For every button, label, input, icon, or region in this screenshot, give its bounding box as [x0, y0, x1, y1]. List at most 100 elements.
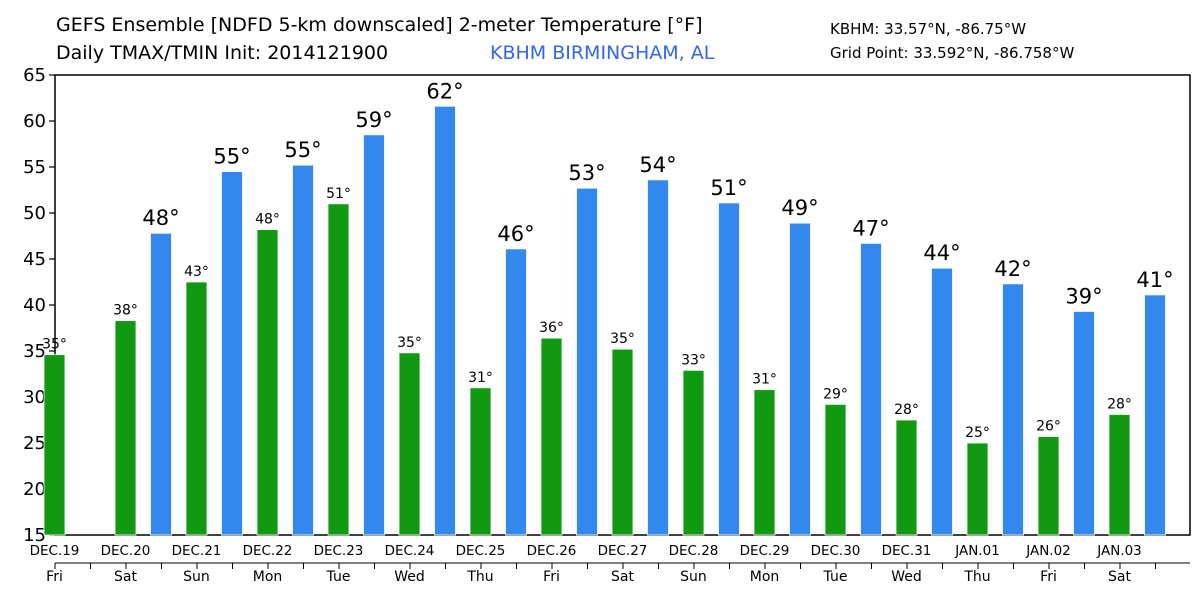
date-label: JAN.01	[954, 543, 1000, 559]
tmin-value-label: 28°	[1107, 396, 1132, 412]
tmin-value-label: 48°	[255, 212, 280, 228]
tmax-bar	[1073, 311, 1095, 536]
tmax-bar	[718, 202, 740, 536]
tmax-value-label: 47°	[852, 216, 889, 240]
tmax-bar	[434, 105, 456, 536]
tmin-bar	[895, 419, 918, 536]
day-label: Tue	[326, 569, 351, 585]
tmin-bar	[1037, 436, 1060, 536]
day-label: Wed	[394, 569, 425, 585]
date-label: DEC.20	[101, 543, 151, 559]
y-tick-label: 40	[23, 295, 46, 316]
y-tick-label: 65	[23, 65, 46, 86]
y-tick-label: 20	[23, 479, 46, 500]
date-label: DEC.29	[740, 543, 790, 559]
day-label: Tue	[823, 569, 848, 585]
tmin-bar	[966, 442, 989, 536]
date-label: DEC.26	[527, 543, 577, 559]
day-label: Mon	[253, 569, 283, 585]
y-tick-label: 45	[23, 249, 46, 270]
tmin-bar	[540, 337, 563, 536]
tmax-bar	[505, 248, 527, 536]
tmin-value-label: 25°	[965, 425, 990, 441]
date-label: DEC.28	[669, 543, 719, 559]
tmax-value-label: 51°	[710, 176, 747, 200]
tmin-bar	[256, 229, 279, 536]
date-label: DEC.19	[30, 543, 80, 559]
tmax-bar	[363, 134, 385, 536]
day-label: Sun	[183, 569, 210, 585]
tmin-value-label: 36°	[539, 320, 564, 336]
y-tick-label: 30	[23, 387, 46, 408]
tmin-bar	[753, 389, 776, 536]
day-label: Sat	[611, 569, 634, 585]
tmax-value-label: 46°	[497, 222, 534, 246]
day-label: Sat	[1108, 569, 1131, 585]
tmin-value-label: 35°	[610, 331, 635, 347]
tmax-bar	[221, 171, 243, 536]
tmax-bar	[576, 187, 598, 536]
tmax-bar	[931, 267, 953, 536]
tmax-value-label: 49°	[781, 196, 818, 220]
tmin-bar	[185, 281, 208, 536]
date-label: JAN.02	[1025, 543, 1071, 559]
tmin-bar	[611, 348, 634, 536]
day-label: Fri	[1040, 569, 1057, 585]
tmax-value-label: 39°	[1065, 284, 1102, 308]
day-label: Fri	[46, 569, 63, 585]
day-label: Sat	[114, 569, 137, 585]
tmin-bar	[469, 387, 492, 536]
tmax-value-label: 59°	[355, 108, 392, 132]
day-label: Sun	[680, 569, 707, 585]
tmax-bar	[647, 179, 669, 536]
tmin-value-label: 33°	[681, 352, 706, 368]
tmax-bar	[1002, 283, 1024, 536]
tmax-value-label: 42°	[994, 257, 1031, 281]
y-tick-label: 60	[23, 111, 46, 132]
date-label: DEC.30	[811, 543, 861, 559]
tmax-bar	[150, 232, 172, 536]
tmin-value-label: 43°	[184, 264, 209, 280]
location-label: KBHM BIRMINGHAM, AL	[490, 42, 715, 64]
y-tick-label: 55	[23, 157, 46, 178]
chart-title: GEFS Ensemble [NDFD 5-km downscaled] 2-m…	[56, 14, 703, 36]
tmin-bar	[43, 354, 66, 536]
date-label: DEC.24	[385, 543, 435, 559]
tmax-value-label: 55°	[284, 138, 321, 162]
tmin-bar	[327, 203, 350, 536]
day-label: Wed	[891, 569, 922, 585]
day-label: Mon	[750, 569, 780, 585]
y-tick-label: 25	[23, 433, 46, 454]
y-tick-label: 35	[23, 341, 46, 362]
date-label: DEC.27	[598, 543, 648, 559]
tmin-bar	[398, 352, 421, 536]
tmax-bar	[1144, 294, 1166, 536]
tmin-value-label: 29°	[823, 386, 848, 402]
tmin-bar	[824, 403, 847, 536]
tmin-bar	[682, 369, 705, 536]
y-tick-label: 15	[23, 525, 46, 546]
tmin-value-label: 26°	[1036, 419, 1061, 435]
day-label: Fri	[543, 569, 560, 585]
tmax-value-label: 54°	[639, 153, 676, 177]
tmin-bar	[1108, 414, 1131, 536]
tmin-value-label: 51°	[326, 186, 351, 202]
date-label: DEC.23	[314, 543, 364, 559]
date-label: DEC.25	[456, 543, 506, 559]
day-label: Thu	[963, 569, 990, 585]
tmin-value-label: 35°	[397, 335, 422, 351]
date-label: DEC.21	[172, 543, 222, 559]
date-label: DEC.31	[882, 543, 932, 559]
tmax-value-label: 62°	[426, 79, 463, 103]
tmin-value-label: 35°	[42, 337, 67, 353]
station-coords: KBHM: 33.57°N, -86.75°W	[830, 20, 1027, 38]
tmin-value-label: 28°	[894, 402, 919, 418]
tmax-value-label: 53°	[568, 161, 605, 185]
tmin-bar	[114, 320, 137, 536]
tmin-value-label: 38°	[113, 303, 138, 319]
tmin-value-label: 31°	[752, 372, 777, 388]
tmax-value-label: 48°	[142, 206, 179, 230]
date-label: JAN.03	[1096, 543, 1142, 559]
tmax-bar	[292, 164, 314, 536]
